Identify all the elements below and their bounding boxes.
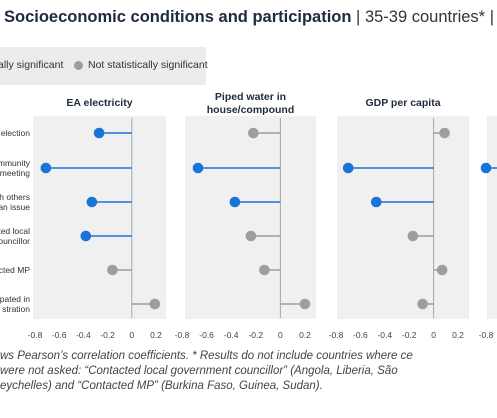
title-tail-separator: | (489, 8, 494, 26)
row-labels: election mmunity meeting h others an issue te… (0, 110, 30, 320)
row-label-line: election (0, 127, 30, 138)
row-label: election (1, 128, 30, 139)
title-main: Socioeconomic conditions and participati… (4, 8, 352, 26)
data-point (80, 230, 92, 242)
panel-background (337, 116, 469, 319)
row-label-line: ted local (0, 225, 30, 236)
data-point (439, 127, 450, 139)
x-tick-label: 0 (431, 330, 436, 340)
row-label-line: stration (2, 304, 30, 314)
data-point (370, 196, 382, 208)
row-label: tacted MP (0, 265, 30, 276)
panel-title: GDP per capita (365, 97, 441, 109)
row-label-line: pated in (0, 293, 30, 304)
row-label-line: tacted MP (0, 264, 30, 275)
data-point (417, 298, 428, 310)
panel-background (487, 116, 497, 319)
row-label: pated in stration (0, 294, 30, 315)
x-tick-label: -0.2 (100, 330, 115, 340)
x-tick-label: 0.2 (150, 330, 162, 340)
data-point (407, 230, 419, 242)
x-tick-label: 0.2 (299, 330, 311, 340)
legend-not-significant-marker (74, 61, 83, 70)
x-tick-label: -0.4 (377, 330, 392, 340)
x-tick-label: -0.8 (175, 330, 190, 340)
x-tick-label: 0 (129, 330, 134, 340)
panel-title: EA electricity (66, 97, 133, 109)
x-tick-label: -0.6 (353, 330, 368, 340)
footnote-line-2: were not asked: “Contacted local governm… (0, 365, 398, 377)
panel-title: Piped water in house/compound (206, 91, 295, 116)
charts-canvas: -0.8 -0.6 -0.4 -0.2 0 0.2 -0.8 -0.6 -0.4 -0.2 0 0.2… (28, 116, 497, 340)
row-label-line: h others (0, 191, 30, 202)
row-label-line: mmunity (0, 157, 30, 168)
data-point (192, 162, 204, 174)
data-point (40, 162, 52, 174)
data-point (248, 127, 259, 139)
data-point (93, 127, 105, 139)
chart-title: Socioeconomic conditions and participati… (4, 8, 494, 27)
row-label-line: an issue (0, 202, 30, 212)
title-separator: | (356, 8, 361, 26)
data-point (107, 264, 118, 276)
data-point (342, 162, 354, 174)
x-tick-label: -0.6 (52, 330, 67, 340)
row-label: ted local ouncillor (0, 226, 30, 247)
row-label-line: meeting (0, 168, 30, 178)
data-point (299, 298, 311, 310)
x-tick-label: -0.4 (224, 330, 239, 340)
x-tick-label: -0.4 (76, 330, 91, 340)
panel-background (185, 116, 316, 319)
footnote-line-3: eychelles) and “Contacted MP” (Burkina F… (0, 380, 323, 392)
x-tick-label: -0.8 (28, 330, 43, 340)
legend-significant-label: ally significant (0, 59, 64, 71)
row-label: mmunity meeting (0, 158, 30, 179)
footnote: ws Pearson’s correlation coefficients. *… (0, 349, 413, 394)
x-tick-label: 0.2 (452, 330, 464, 340)
row-label-line: ouncillor (0, 236, 30, 246)
x-tick-label: -0.2 (402, 330, 417, 340)
data-point (149, 298, 161, 310)
data-point (480, 162, 492, 174)
data-point (436, 264, 448, 276)
row-label: h others an issue (0, 192, 30, 213)
x-tick-label: -0.6 (199, 330, 214, 340)
footnote-line-1: ws Pearson’s correlation coefficients. *… (0, 350, 413, 362)
legend-not-significant-label: Not statistically significant (88, 59, 208, 71)
x-tick-label: -0.8 (329, 330, 344, 340)
x-tick-label: -0.2 (248, 330, 263, 340)
x-tick-label: 0 (278, 330, 283, 340)
data-point (229, 196, 241, 208)
legend: ally significant Not statistically signi… (0, 47, 208, 85)
title-subtitle: 35-39 countries* (364, 8, 486, 26)
data-point (245, 230, 257, 242)
data-point (86, 196, 98, 208)
data-point (259, 264, 270, 276)
panel-background (33, 116, 166, 319)
x-tick-label: -0.8 (479, 330, 494, 340)
